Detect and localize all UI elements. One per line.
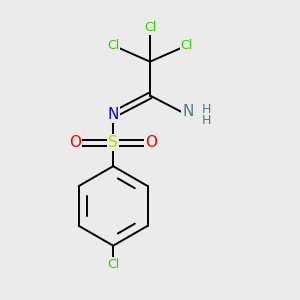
Text: N: N (107, 107, 119, 122)
Text: S: S (108, 135, 118, 150)
Text: Cl: Cl (144, 21, 156, 34)
Text: H: H (201, 103, 211, 116)
Text: N: N (183, 104, 194, 119)
Text: H: H (201, 114, 211, 127)
Text: O: O (146, 135, 158, 150)
Text: Cl: Cl (107, 39, 119, 52)
Text: Cl: Cl (107, 258, 119, 271)
Text: O: O (69, 135, 81, 150)
Text: Cl: Cl (181, 39, 193, 52)
